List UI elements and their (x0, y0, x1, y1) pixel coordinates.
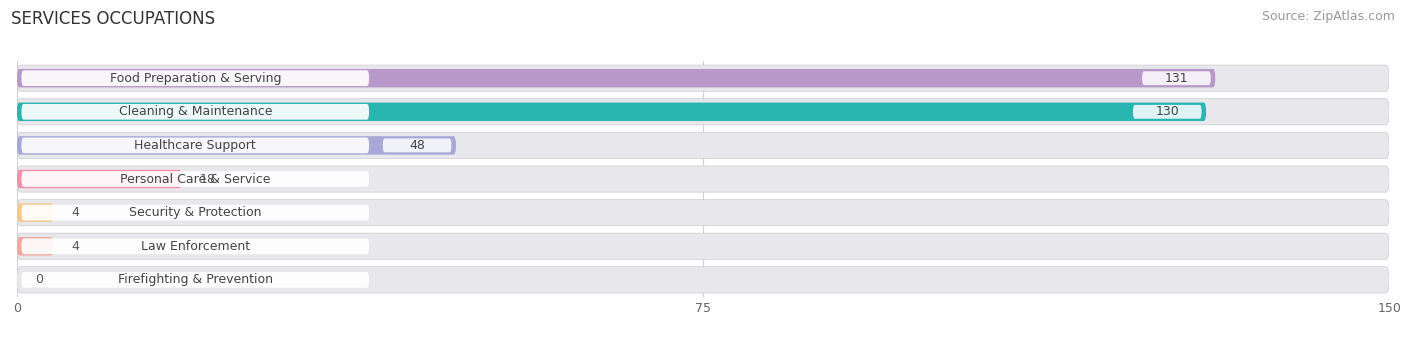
FancyBboxPatch shape (21, 238, 370, 254)
Text: Source: ZipAtlas.com: Source: ZipAtlas.com (1261, 10, 1395, 23)
FancyBboxPatch shape (1133, 105, 1202, 119)
FancyBboxPatch shape (17, 136, 456, 155)
FancyBboxPatch shape (17, 65, 1389, 91)
FancyBboxPatch shape (17, 103, 1206, 121)
FancyBboxPatch shape (17, 199, 1389, 226)
Text: Law Enforcement: Law Enforcement (141, 240, 250, 253)
Text: Healthcare Support: Healthcare Support (135, 139, 256, 152)
FancyBboxPatch shape (17, 203, 53, 222)
FancyBboxPatch shape (21, 137, 370, 153)
FancyBboxPatch shape (17, 99, 1389, 125)
FancyBboxPatch shape (17, 166, 1389, 192)
Text: 131: 131 (1164, 72, 1188, 85)
FancyBboxPatch shape (21, 171, 370, 187)
FancyBboxPatch shape (17, 267, 1389, 293)
Text: Security & Protection: Security & Protection (129, 206, 262, 219)
Text: 4: 4 (72, 240, 80, 253)
FancyBboxPatch shape (17, 237, 53, 255)
Text: Cleaning & Maintenance: Cleaning & Maintenance (118, 105, 271, 118)
Text: Food Preparation & Serving: Food Preparation & Serving (110, 72, 281, 85)
FancyBboxPatch shape (17, 69, 1215, 87)
FancyBboxPatch shape (21, 70, 370, 86)
Text: Personal Care & Service: Personal Care & Service (120, 173, 270, 186)
Text: 0: 0 (35, 273, 44, 286)
FancyBboxPatch shape (1142, 71, 1211, 85)
Text: 4: 4 (72, 206, 80, 219)
Text: 48: 48 (409, 139, 425, 152)
Text: 18: 18 (200, 173, 215, 186)
FancyBboxPatch shape (382, 138, 451, 152)
FancyBboxPatch shape (17, 233, 1389, 260)
Text: Firefighting & Prevention: Firefighting & Prevention (118, 273, 273, 286)
FancyBboxPatch shape (17, 132, 1389, 159)
FancyBboxPatch shape (21, 272, 370, 288)
Text: SERVICES OCCUPATIONS: SERVICES OCCUPATIONS (11, 10, 215, 28)
FancyBboxPatch shape (17, 170, 181, 188)
FancyBboxPatch shape (21, 205, 370, 221)
FancyBboxPatch shape (21, 104, 370, 120)
Text: 130: 130 (1156, 105, 1180, 118)
